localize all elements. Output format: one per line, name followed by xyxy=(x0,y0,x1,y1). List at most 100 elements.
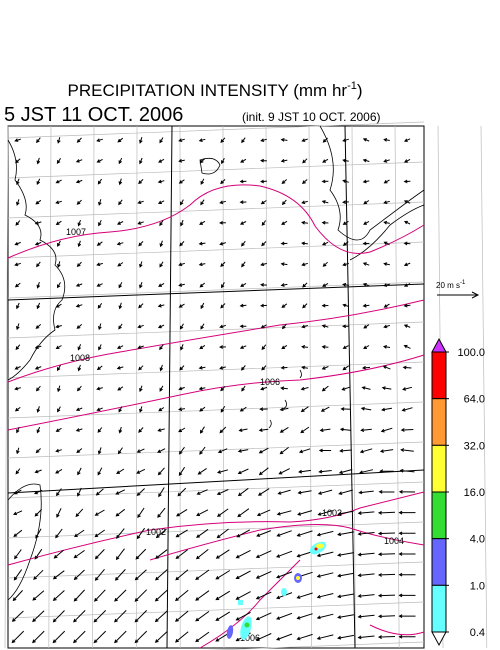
wind-arrow xyxy=(300,386,309,391)
wind-arrow xyxy=(216,489,229,495)
wind-arrow xyxy=(34,469,42,474)
wind-arrow xyxy=(281,303,288,309)
wind-arrow xyxy=(280,241,288,246)
wind-arrow xyxy=(279,407,289,412)
wind-arrow xyxy=(239,324,247,329)
wind-arrow xyxy=(35,448,41,454)
title-text: PRECIPITATION INTENSITY (mm hr xyxy=(67,81,347,100)
wind-arrow xyxy=(260,303,267,308)
wind-arrow xyxy=(55,528,63,539)
wind-arrow xyxy=(317,489,333,495)
wind-arrow xyxy=(14,262,21,267)
wind-arrow xyxy=(154,610,168,623)
wind-arrow xyxy=(403,324,411,328)
wind-arrow xyxy=(362,303,370,308)
wind-arrow xyxy=(219,426,227,434)
wind-arrow xyxy=(298,469,311,474)
wind-arrow xyxy=(97,467,103,476)
isobar-label: 1006 xyxy=(240,633,260,643)
wind-arrow xyxy=(180,199,184,206)
wind-arrow xyxy=(154,631,168,643)
wind-arrow xyxy=(56,364,61,372)
grid-line xyxy=(92,125,95,649)
wind-arrow xyxy=(296,592,313,599)
wind-arrow xyxy=(298,448,311,454)
wind-arrow xyxy=(261,241,267,247)
wind-arrow xyxy=(219,200,226,205)
wind-arrow xyxy=(220,137,226,144)
wind-arrow xyxy=(117,262,124,267)
wind-arrow xyxy=(216,508,229,517)
wind-arrow xyxy=(200,323,205,330)
wind-arrow xyxy=(301,345,308,349)
wind-arrow xyxy=(256,509,271,517)
wind-arrow xyxy=(342,345,349,349)
wind-arrow xyxy=(13,489,22,495)
wind-arrow xyxy=(399,468,415,473)
wind-arrow xyxy=(255,570,272,579)
wind-arrow xyxy=(138,179,144,185)
wind-arrow xyxy=(36,406,41,413)
wind-arrow xyxy=(57,261,61,269)
wind-arrow xyxy=(199,344,206,350)
wind-arrow xyxy=(357,614,375,619)
wind-arrow xyxy=(259,407,268,412)
wind-arrow xyxy=(342,282,349,287)
wind-arrow xyxy=(321,220,329,225)
wind-arrow xyxy=(275,571,293,579)
wind-arrow xyxy=(114,589,127,602)
wind-arrow xyxy=(260,386,268,391)
wind-arrow xyxy=(174,610,189,622)
wind-arrow xyxy=(216,469,229,474)
wind-arrow xyxy=(362,138,370,142)
wind-arrow xyxy=(114,610,127,623)
wind-arrow xyxy=(116,468,125,474)
wind-arrow xyxy=(342,179,349,184)
wind-arrow xyxy=(55,345,62,350)
wind-arrow xyxy=(139,282,143,289)
wind-arrow xyxy=(159,137,164,144)
colorbar-label: 16.0 xyxy=(464,487,485,499)
wind-arrow xyxy=(357,552,375,557)
wind-arrow xyxy=(15,220,21,226)
wind-arrow xyxy=(402,386,413,391)
wind-arrow xyxy=(98,219,102,227)
wind-arrow xyxy=(342,365,349,371)
wind-arrow xyxy=(93,610,107,623)
wind-arrow xyxy=(137,345,144,349)
wind-arrow xyxy=(94,568,105,581)
wind-arrow xyxy=(16,199,20,206)
colorbar-label: 4.0 xyxy=(470,534,485,546)
isobar-label: 1008 xyxy=(70,353,90,363)
wind-arrow xyxy=(241,240,246,247)
wind-arrow xyxy=(258,447,269,454)
wind-arrow xyxy=(260,179,267,184)
title: PRECIPITATION INTENSITY (mm hr-1) xyxy=(67,80,362,100)
wind-arrow xyxy=(337,510,354,516)
wind-arrow xyxy=(301,365,308,370)
wind-arrow xyxy=(116,221,124,225)
wind-arrow xyxy=(382,365,391,370)
wind-arrow xyxy=(235,611,251,621)
wind-arrow xyxy=(15,468,21,475)
grid-line xyxy=(7,161,425,179)
wind-arrow xyxy=(77,219,82,227)
wind-arrow xyxy=(275,550,293,558)
wind-arrow xyxy=(300,426,310,434)
wind-arrow xyxy=(11,630,25,644)
colorbar-label: 100.0 xyxy=(457,347,485,359)
wind-arrow xyxy=(14,386,21,391)
wind-arrow xyxy=(255,633,272,641)
wind-arrow xyxy=(339,448,352,453)
wind-arrow xyxy=(321,241,329,246)
wind-arrow xyxy=(239,345,247,349)
wind-arrow xyxy=(96,158,103,163)
wind-arrow xyxy=(296,530,313,537)
wind-arrow xyxy=(77,487,82,497)
wind-arrow xyxy=(136,468,146,474)
wind-arrow xyxy=(75,508,84,518)
wind-arrow xyxy=(158,158,165,163)
wind-arrow xyxy=(175,529,188,538)
wind-arrow xyxy=(12,590,23,602)
wind-arrow xyxy=(196,509,209,516)
